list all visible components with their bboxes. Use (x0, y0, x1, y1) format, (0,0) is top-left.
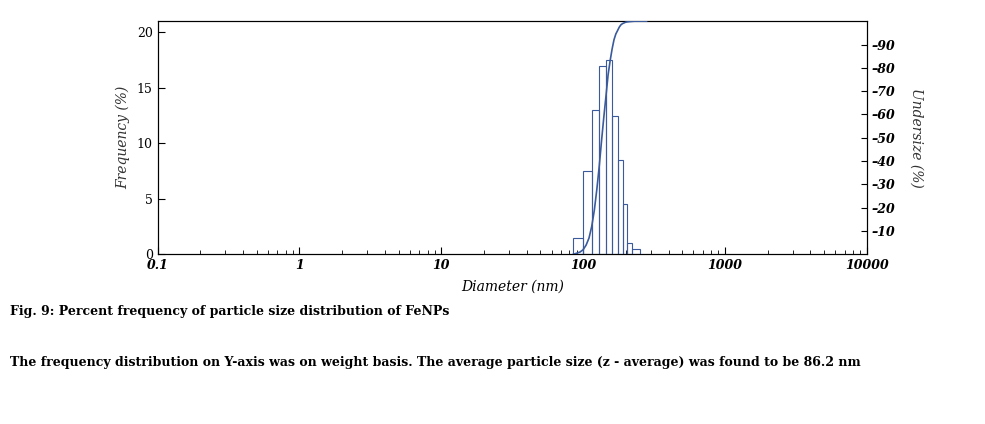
Bar (573, 238, 583, 254)
Bar (606, 60, 612, 254)
Bar (618, 160, 623, 254)
Bar (599, 66, 606, 254)
Bar (623, 204, 627, 254)
Bar (631, 249, 639, 254)
Y-axis label: Undersize (%): Undersize (%) (909, 88, 923, 188)
Text: Fig. 9: Percent frequency of particle size distribution of FeNPs: Fig. 9: Percent frequency of particle si… (10, 305, 449, 318)
Bar (583, 171, 592, 254)
Y-axis label: Frequency (%): Frequency (%) (115, 86, 130, 190)
Bar (592, 110, 599, 254)
Bar (612, 116, 618, 254)
Text: The frequency distribution on Y-axis was on weight basis. The average particle s: The frequency distribution on Y-axis was… (10, 356, 861, 369)
X-axis label: Diameter (nm): Diameter (nm) (461, 279, 563, 293)
Bar (627, 243, 631, 254)
